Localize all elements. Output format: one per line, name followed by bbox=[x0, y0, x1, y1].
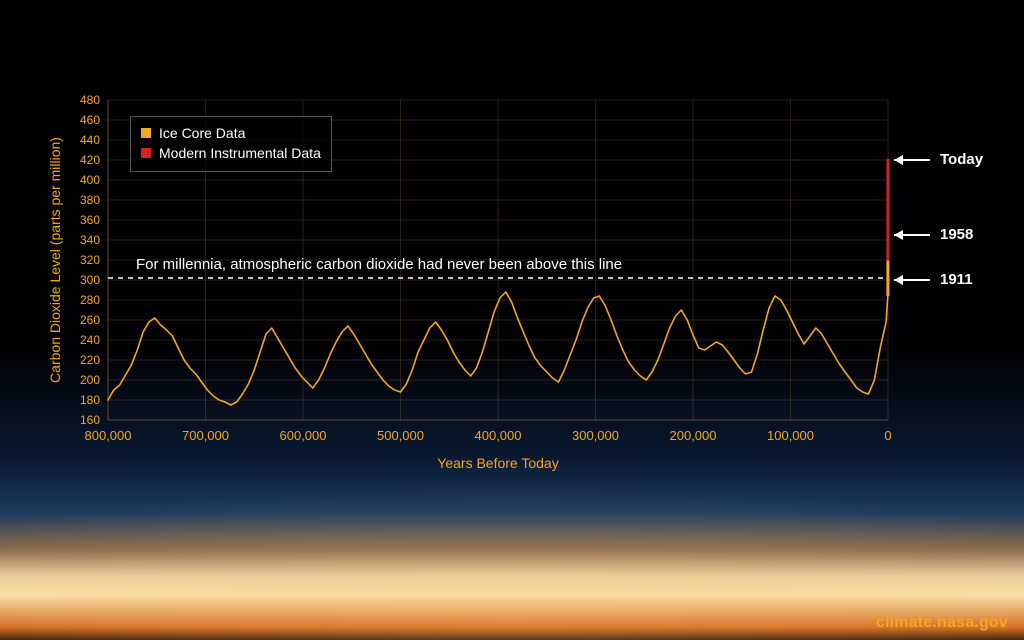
annotation-1958: 1958 bbox=[940, 226, 973, 243]
svg-text:460: 460 bbox=[80, 113, 100, 127]
annotation-today: Today bbox=[940, 151, 983, 168]
svg-text:Years Before Today: Years Before Today bbox=[437, 455, 558, 471]
svg-text:160: 160 bbox=[80, 413, 100, 427]
svg-text:300,000: 300,000 bbox=[572, 428, 619, 443]
svg-text:240: 240 bbox=[80, 333, 100, 347]
svg-text:440: 440 bbox=[80, 133, 100, 147]
svg-text:180: 180 bbox=[80, 393, 100, 407]
svg-text:320: 320 bbox=[80, 253, 100, 267]
svg-text:200,000: 200,000 bbox=[670, 428, 717, 443]
svg-text:100,000: 100,000 bbox=[767, 428, 814, 443]
source-credit: climate.nasa.gov bbox=[876, 614, 1008, 632]
svg-text:480: 480 bbox=[80, 93, 100, 107]
legend-swatch bbox=[141, 128, 151, 138]
svg-text:200: 200 bbox=[80, 373, 100, 387]
annotation-1911: 1911 bbox=[940, 271, 973, 288]
reference-line-label: For millennia, atmospheric carbon dioxid… bbox=[136, 256, 622, 273]
legend-item: Ice Core Data bbox=[141, 123, 321, 143]
legend-label: Ice Core Data bbox=[159, 123, 245, 143]
svg-text:360: 360 bbox=[80, 213, 100, 227]
svg-text:260: 260 bbox=[80, 313, 100, 327]
svg-text:420: 420 bbox=[80, 153, 100, 167]
legend: Ice Core DataModern Instrumental Data bbox=[130, 116, 332, 172]
svg-text:280: 280 bbox=[80, 293, 100, 307]
svg-text:600,000: 600,000 bbox=[280, 428, 327, 443]
legend-swatch bbox=[141, 148, 151, 158]
svg-text:380: 380 bbox=[80, 193, 100, 207]
legend-label: Modern Instrumental Data bbox=[159, 143, 321, 163]
svg-text:400,000: 400,000 bbox=[475, 428, 522, 443]
co2-history-chart: 160 180 200 220 240 260 280 300 320 340 360 380 400 4… bbox=[0, 0, 1024, 640]
svg-text:500,000: 500,000 bbox=[377, 428, 424, 443]
svg-text:300: 300 bbox=[80, 273, 100, 287]
svg-text:Carbon Dioxide Level (parts pe: Carbon Dioxide Level (parts per million) bbox=[47, 137, 63, 383]
legend-item: Modern Instrumental Data bbox=[141, 143, 321, 163]
svg-text:220: 220 bbox=[80, 353, 100, 367]
annotation-arrows bbox=[894, 155, 930, 285]
svg-text:0: 0 bbox=[884, 428, 891, 443]
svg-text:800,000: 800,000 bbox=[85, 428, 132, 443]
svg-text:700,000: 700,000 bbox=[182, 428, 229, 443]
svg-text:340: 340 bbox=[80, 233, 100, 247]
svg-text:400: 400 bbox=[80, 173, 100, 187]
